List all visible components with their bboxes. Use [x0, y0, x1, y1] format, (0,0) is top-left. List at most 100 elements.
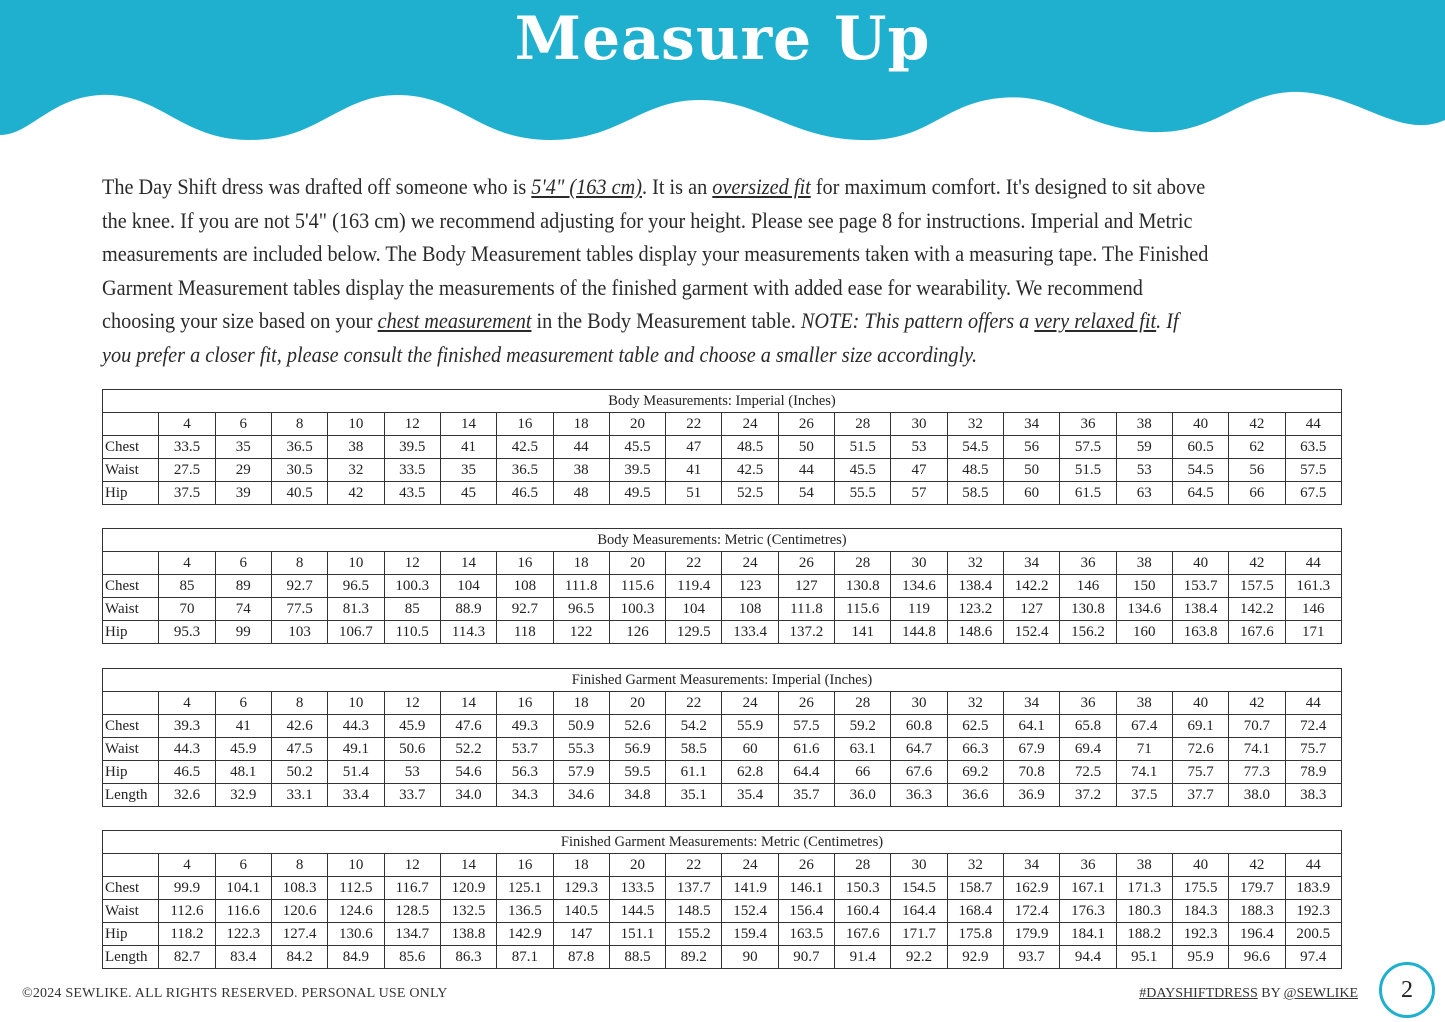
row-label: Hip	[101, 922, 160, 946]
measurement-cell: 74.1	[1228, 737, 1286, 761]
measurement-cell: 64.7	[890, 737, 948, 761]
size-header: 8	[270, 412, 329, 436]
size-header: 42	[1228, 551, 1286, 575]
size-header: 40	[1171, 691, 1230, 715]
page-number: 2	[1379, 962, 1435, 1018]
measurement-table: Finished Garment Measurements: Metric (C…	[101, 830, 1343, 969]
measurement-cell: 59.5	[608, 760, 667, 784]
measurement-cell: 38.3	[1284, 783, 1343, 807]
measurement-cell: 162.9	[1002, 876, 1061, 900]
measurement-cell: 64.5	[1171, 481, 1230, 505]
measurement-cell: 49.3	[496, 714, 554, 738]
measurement-cell: 91.4	[834, 945, 892, 969]
measurement-cell: 155.2	[665, 922, 723, 946]
measurement-cell: 137.7	[665, 876, 723, 900]
measurement-cell: 70	[158, 597, 216, 621]
row-label: Hip	[101, 620, 160, 644]
measurement-cell: 41	[665, 458, 723, 482]
size-header: 36	[1059, 551, 1117, 575]
size-header: 36	[1059, 412, 1117, 436]
text-segment: . It is an	[641, 174, 713, 199]
measurement-cell: 57.5	[1284, 458, 1343, 482]
row-label: Waist	[101, 597, 160, 621]
size-header: 26	[777, 412, 836, 436]
measurement-cell: 127	[777, 574, 836, 598]
size-header-row: 4 6 8 10 12 14 16 18 20 22 24 26 28 30 32 34 36 38 40 42 44	[101, 691, 1343, 715]
measurement-cell: 112.6	[158, 899, 216, 923]
measurement-cell: 175.5	[1171, 876, 1230, 900]
measurement-cell: 44	[552, 435, 610, 459]
measurement-cell: 33.7	[383, 783, 441, 807]
emphasis-text: 5'4" (163 cm)	[531, 174, 642, 199]
measurement-cell: 62	[1228, 435, 1286, 459]
hashtag-link[interactable]: #DAYSHIFTDRESS	[1139, 986, 1258, 1001]
measurement-cell: 85.6	[383, 945, 441, 969]
measurement-cell: 60.5	[1171, 435, 1230, 459]
measurement-cell: 66	[1228, 481, 1286, 505]
measurement-cell: 192.3	[1171, 922, 1230, 946]
measurement-cell: 142.2	[1228, 597, 1286, 621]
table-row: Hip 37.5 39 40.5 42 43.5 45 46.5 48 49.5 51 52.5 54 5…	[101, 481, 1343, 505]
table-row: Waist 112.6 116.6 120.6 124.6 128.5 132.5 136.5…	[101, 899, 1343, 923]
measurement-cell: 122	[552, 620, 610, 644]
measurement-cell: 148.5	[665, 899, 723, 923]
footer-credit: #DAYSHIFTDRESS BY @SEWLIKE	[1139, 986, 1358, 1002]
measurement-cell: 51.4	[327, 760, 385, 784]
measurement-cell: 142.9	[496, 922, 554, 946]
measurement-cell: 66.3	[946, 737, 1005, 761]
table-row: Hip 95.3 99 103 106.7 110.5 114.3 118 122 126 129.…	[101, 620, 1343, 644]
size-header: 20	[608, 412, 667, 436]
row-label: Chest	[101, 876, 160, 900]
measurement-cell: 137.2	[777, 620, 836, 644]
measurement-cell: 35	[439, 458, 498, 482]
size-header: 6	[214, 551, 272, 575]
measurement-cell: 119.4	[665, 574, 723, 598]
measurement-cell: 62.8	[721, 760, 779, 784]
size-header: 12	[383, 551, 441, 575]
size-header: 6	[214, 691, 272, 715]
table-row: Chest 39.3 41 42.6 44.3 45.9 47.6 49.3 50.9 52.6 5…	[101, 714, 1343, 738]
size-header: 6	[214, 412, 272, 436]
size-header: 14	[439, 853, 498, 877]
table-row: Length 82.7 83.4 84.2 84.9 85.6 86.3 87.1 87.8 88…	[101, 945, 1343, 969]
measurement-cell: 95.1	[1115, 945, 1173, 969]
measurement-cell: 44.3	[158, 737, 216, 761]
measurement-cell: 63	[1115, 481, 1173, 505]
measurement-cell: 167.1	[1059, 876, 1117, 900]
size-header: 20	[608, 551, 667, 575]
measurement-cell: 41	[439, 435, 498, 459]
measurement-cell: 138.8	[439, 922, 498, 946]
size-header: 20	[608, 853, 667, 877]
measurement-cell: 51.5	[834, 435, 892, 459]
measurement-cell: 56.3	[496, 760, 554, 784]
table-row: Hip 118.2 122.3 127.4 130.6 134.7 138.8 142.9 14…	[101, 922, 1343, 946]
measurement-cell: 50.9	[552, 714, 610, 738]
measurement-cell: 72.5	[1059, 760, 1117, 784]
emphasis-text: very relaxed fit	[1034, 308, 1157, 334]
measurement-cell: 110.5	[383, 620, 441, 644]
size-header: 38	[1115, 691, 1173, 715]
measurement-cell: 50	[777, 435, 836, 459]
measurement-cell: 35.1	[665, 783, 723, 807]
measurement-cell: 61.5	[1059, 481, 1117, 505]
measurement-cell: 48.5	[721, 435, 779, 459]
text-segment: choosing your size based on your	[102, 308, 378, 334]
measurement-cell: 104	[665, 597, 723, 621]
handle-link[interactable]: @SEWLIKE	[1283, 986, 1358, 1001]
measurement-cell: 141	[834, 620, 892, 644]
size-header: 18	[552, 691, 610, 715]
measurement-cell: 34.6	[552, 783, 610, 807]
measurement-cell: 42.5	[496, 435, 554, 459]
measurement-cell: 128.5	[383, 899, 441, 923]
measurement-cell: 72.4	[1284, 714, 1343, 738]
measurement-cell: 120.9	[439, 876, 498, 900]
size-header: 30	[890, 853, 948, 877]
measurement-cell: 35.4	[721, 783, 779, 807]
size-header: 16	[496, 691, 554, 715]
size-header: 26	[777, 853, 836, 877]
measurement-cell: 184.1	[1059, 922, 1117, 946]
measurement-cell: 115.6	[608, 574, 667, 598]
measurement-cell: 100.3	[608, 597, 667, 621]
size-header: 4	[158, 691, 216, 715]
measurement-cell: 38	[327, 435, 385, 459]
